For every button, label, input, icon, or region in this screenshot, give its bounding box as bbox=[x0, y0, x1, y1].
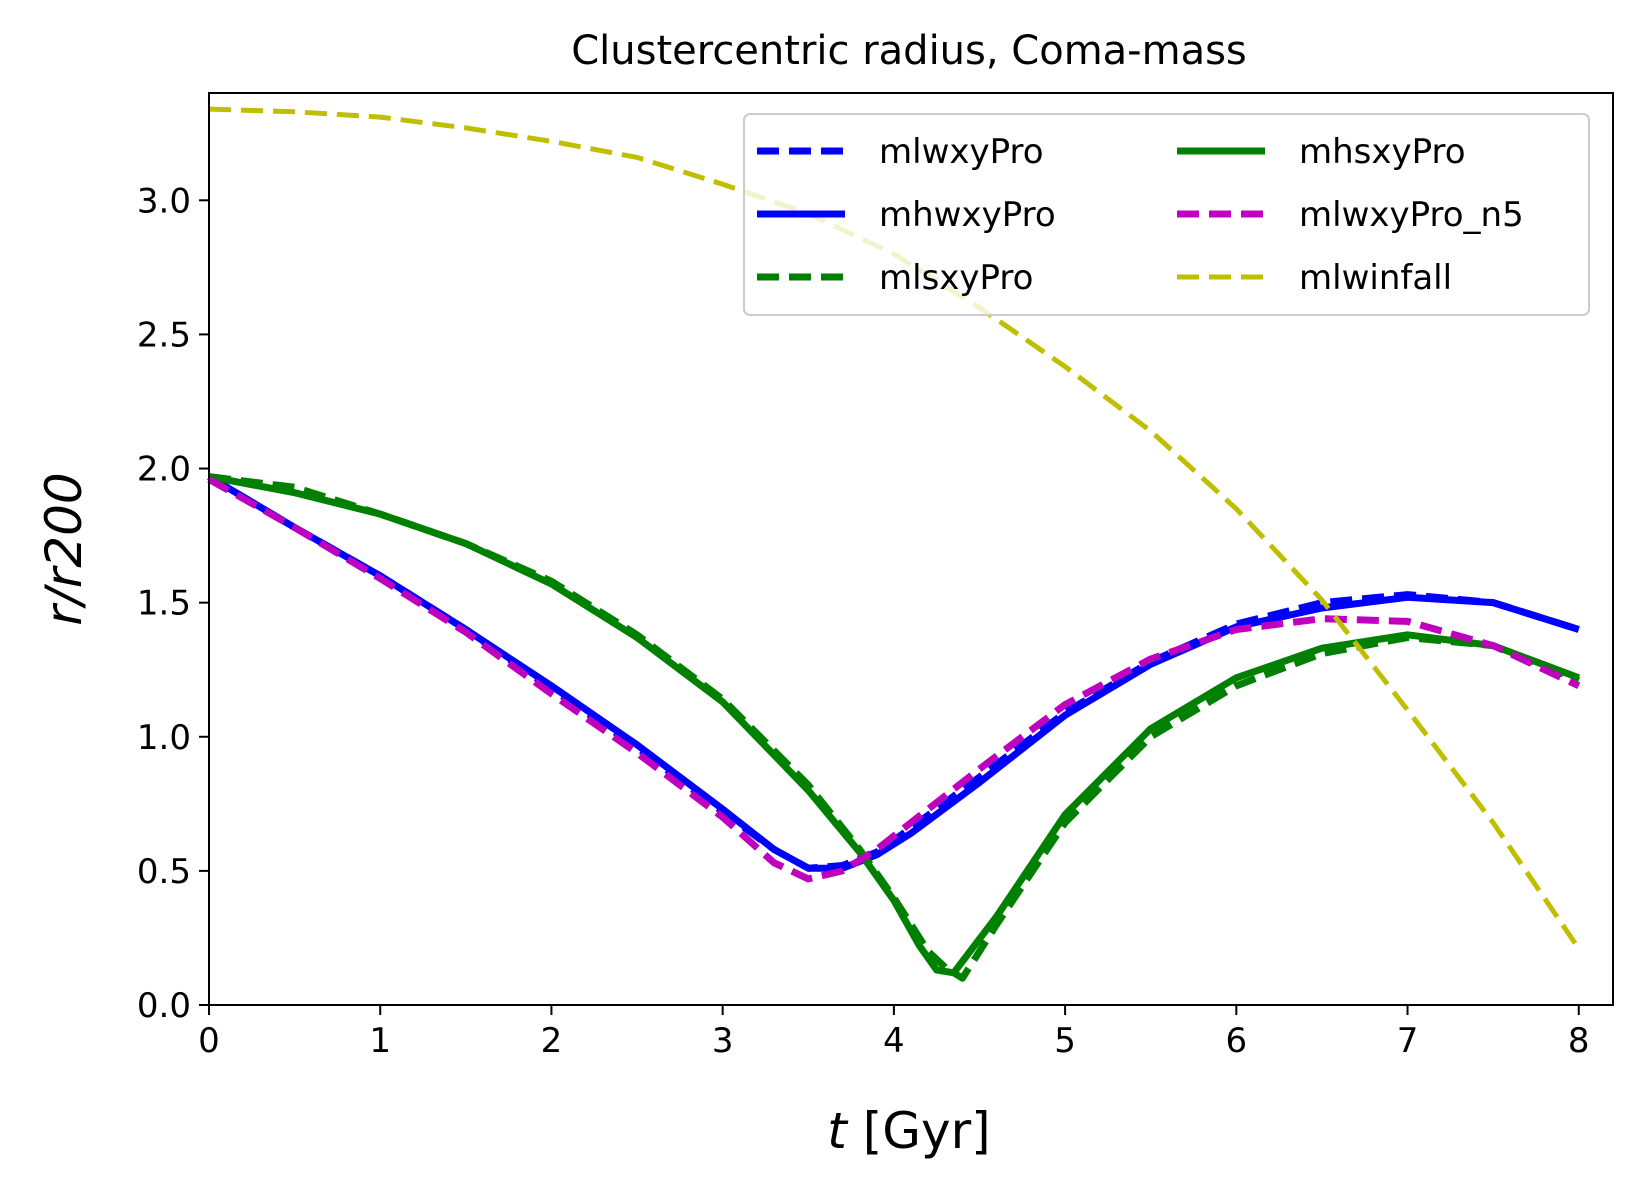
x-axis-variable: t bbox=[827, 1102, 849, 1160]
x-axis-unit: [Gyr] bbox=[847, 1102, 991, 1160]
y-tick-label: 0.5 bbox=[137, 852, 191, 892]
legend: mlwxyPro mhwxyPro mlsxyPro mhsxyPro mlwxyPro… bbox=[743, 113, 1590, 316]
legend-label-mlwxypro-n5: mlwxyPro_n5 bbox=[1299, 195, 1524, 235]
legend-label-mlwinfall: mlwinfall bbox=[1299, 258, 1452, 298]
x-axis-label: t [Gyr] bbox=[827, 1102, 990, 1160]
x-tick-label: 7 bbox=[1397, 1021, 1419, 1061]
x-tick-label: 2 bbox=[541, 1021, 563, 1061]
x-tick-label: 3 bbox=[712, 1021, 734, 1061]
x-tick-label: 5 bbox=[1054, 1021, 1076, 1061]
x-axis-ticks: 0 1 2 3 4 5 6 7 8 bbox=[198, 1005, 1590, 1061]
legend-label-mlsxypro: mlsxyPro bbox=[879, 258, 1033, 298]
plot-frame bbox=[208, 92, 1614, 1006]
y-axis-ticks: 0.0 0.5 1.0 1.5 2.0 2.5 3.0 bbox=[137, 181, 209, 1026]
legend-box bbox=[743, 113, 1590, 316]
y-tick-label: 2.5 bbox=[137, 315, 191, 355]
x-tick-label: 4 bbox=[883, 1021, 905, 1061]
y-tick-label: 1.0 bbox=[137, 718, 191, 758]
x-tick-label: 6 bbox=[1225, 1021, 1247, 1061]
x-tick-label: 0 bbox=[198, 1021, 220, 1061]
chart-title: Clustercentric radius, Coma-mass bbox=[571, 28, 1247, 74]
y-tick-label: 2.0 bbox=[137, 450, 191, 490]
legend-label-mhsxypro: mhsxyPro bbox=[1299, 132, 1466, 172]
x-tick-label: 1 bbox=[369, 1021, 391, 1061]
x-tick-label: 8 bbox=[1568, 1021, 1590, 1061]
legend-label-mlwxypro: mlwxyPro bbox=[879, 132, 1044, 172]
series-layer bbox=[207, 106, 1581, 982]
series-line-mhsxypro bbox=[208, 473, 1581, 977]
y-tick-label: 1.5 bbox=[137, 584, 191, 624]
y-axis-label: r/r200 bbox=[35, 472, 93, 625]
y-tick-label: 0.0 bbox=[137, 986, 191, 1026]
series-line-mlwxypro-n5 bbox=[207, 476, 1581, 883]
y-tick-label: 3.0 bbox=[137, 181, 191, 221]
legend-label-mhwxypro: mhwxyPro bbox=[879, 195, 1056, 235]
